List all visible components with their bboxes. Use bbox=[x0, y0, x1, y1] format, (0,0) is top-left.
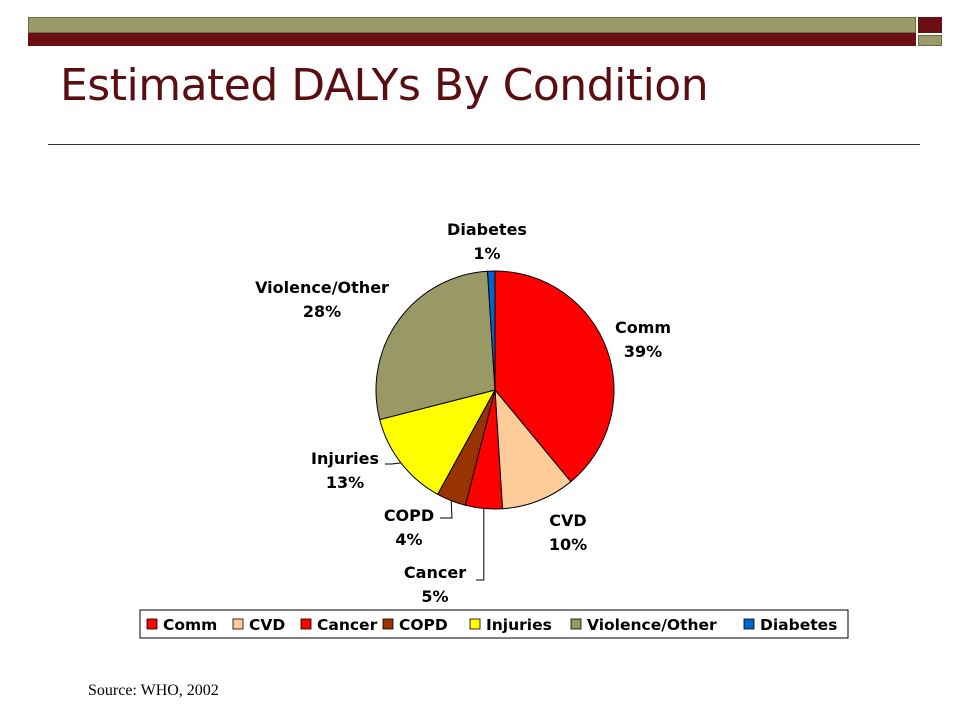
legend-label-copd: COPD bbox=[399, 616, 448, 634]
pie-slice-cvd bbox=[494, 388, 572, 510]
slice-label-cancer: Cancer bbox=[404, 563, 466, 582]
legend-swatch-violence-other bbox=[570, 618, 582, 630]
pie-slice-injuries bbox=[379, 389, 496, 495]
chart-legend: Comm CVD Cancer COPD Injuries Violence/Other D… bbox=[139, 609, 849, 639]
legend-swatch-comm bbox=[146, 618, 158, 630]
pie-slice-comm bbox=[494, 270, 615, 483]
legend-swatch-injuries bbox=[469, 618, 481, 630]
legend-swatch-copd bbox=[382, 618, 394, 630]
title-divider bbox=[48, 144, 920, 145]
slice-label-diabetes: Diabetes bbox=[447, 220, 527, 239]
legend-swatch-cancer bbox=[300, 618, 312, 630]
slice-value-copd: 4% bbox=[395, 530, 422, 549]
source-note: Source: WHO, 2002 bbox=[88, 682, 219, 699]
header-maroon-bar bbox=[28, 33, 916, 46]
slice-label-violence-other: Violence/Other bbox=[255, 278, 389, 297]
slice-label-comm: Comm bbox=[615, 318, 671, 337]
slice-value-comm: 39% bbox=[624, 342, 662, 361]
header-olive-bar bbox=[28, 17, 916, 33]
leader-line-injuries bbox=[385, 462, 402, 465]
slice-value-violence-other: 28% bbox=[303, 302, 341, 321]
legend-swatch-diabetes bbox=[743, 618, 755, 630]
pie-slice-diabetes bbox=[486, 270, 496, 391]
slice-label-injuries: Injuries bbox=[311, 449, 379, 468]
legend-swatch-cvd bbox=[232, 618, 244, 630]
legend-label-injuries: Injuries bbox=[486, 616, 552, 634]
legend-box bbox=[139, 609, 849, 639]
leader-line-copd bbox=[440, 500, 453, 519]
legend-label-violence-other: Violence/Other bbox=[587, 616, 717, 634]
slice-value-cancer: 5% bbox=[421, 587, 448, 606]
slice-value-injuries: 13% bbox=[326, 473, 364, 492]
legend-label-diabetes: Diabetes bbox=[760, 616, 837, 634]
header-maroon-square bbox=[918, 17, 942, 33]
slice-label-cvd: CVD bbox=[549, 511, 586, 530]
leader-line-cancer bbox=[476, 508, 485, 581]
legend-label-comm: Comm bbox=[163, 616, 217, 634]
pie-slice-violence-other bbox=[375, 270, 496, 421]
legend-label-cvd: CVD bbox=[249, 616, 285, 634]
slice-value-cvd: 10% bbox=[549, 535, 587, 554]
slice-value-diabetes: 1% bbox=[473, 244, 500, 263]
header-olive-square bbox=[918, 35, 942, 46]
legend-label-cancer: Cancer bbox=[317, 616, 378, 634]
slide-title: Estimated DALYs By Condition bbox=[60, 60, 709, 111]
slice-label-copd: COPD bbox=[384, 506, 434, 525]
